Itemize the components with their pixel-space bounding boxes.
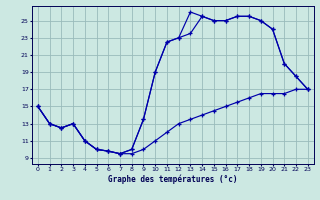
- X-axis label: Graphe des températures (°c): Graphe des températures (°c): [108, 174, 237, 184]
